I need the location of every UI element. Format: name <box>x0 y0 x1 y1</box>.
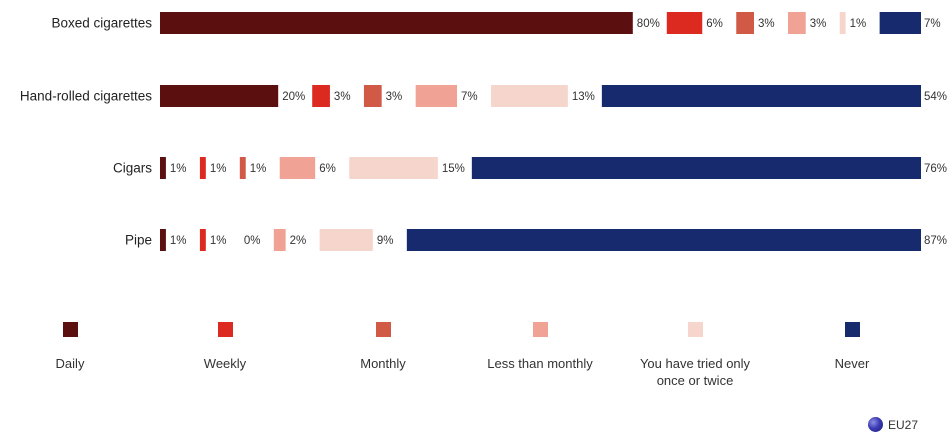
bar-segment <box>319 229 373 251</box>
bar-segment <box>160 12 633 34</box>
value-label: 1% <box>170 163 187 175</box>
legend-item: Never <box>777 322 927 372</box>
bar-segment <box>406 229 922 251</box>
bar-segment <box>879 12 921 34</box>
globe-icon <box>867 417 883 432</box>
category-label: Hand-rolled cigarettes <box>20 89 152 104</box>
bar-segment <box>160 157 166 179</box>
value-label: 7% <box>924 18 941 30</box>
legend-item: You have tried only once or twice <box>620 322 770 389</box>
value-label: 87% <box>924 235 947 247</box>
legend-label: Weekly <box>203 356 247 371</box>
category-label: Pipe <box>125 233 152 248</box>
value-label: 3% <box>386 91 403 103</box>
legend-item: Weekly <box>150 322 300 372</box>
category-label: Cigars <box>113 161 152 176</box>
bar-segment <box>160 229 166 251</box>
value-label: 6% <box>319 163 336 175</box>
value-label: 76% <box>924 163 947 175</box>
bar-segment <box>363 85 382 107</box>
legend-swatch <box>375 322 391 337</box>
region-label: EU27 <box>887 417 918 432</box>
value-label: 9% <box>377 235 394 247</box>
stacked-bar-chart: Boxed cigarettes 80% 6% 3% 3% 1% 7% Hand-rolled… <box>20 12 947 251</box>
legend-label: Daily <box>55 356 85 371</box>
legend-label: Never <box>834 356 870 371</box>
value-label: 3% <box>758 18 775 30</box>
footer-region: EU27 <box>867 417 918 432</box>
value-label: 80% <box>637 18 660 30</box>
legend-label: Less than monthly <box>487 356 593 371</box>
value-label: 1% <box>210 163 227 175</box>
legend-swatch <box>532 322 548 337</box>
bar-segment <box>239 157 246 179</box>
legend-swatch <box>687 322 703 337</box>
bar-segment <box>415 85 458 107</box>
value-label: 6% <box>706 18 723 30</box>
bar-segment <box>839 12 846 34</box>
bar-segment <box>273 229 286 251</box>
value-label: 2% <box>290 235 307 247</box>
value-label: 0% <box>244 235 261 247</box>
bar-segment <box>279 157 316 179</box>
value-label: 15% <box>442 163 465 175</box>
value-label: 7% <box>461 91 478 103</box>
bar-segment <box>199 157 206 179</box>
legend-item: Less than monthly <box>465 322 615 372</box>
legend-item: Daily <box>0 322 145 372</box>
bar-segment <box>736 12 754 34</box>
category-label: Boxed cigarettes <box>51 16 152 31</box>
bar-segment <box>491 85 568 107</box>
bar-segment <box>666 12 703 34</box>
legend-swatch <box>217 322 233 337</box>
value-label: 3% <box>810 18 827 30</box>
bar-segment <box>349 157 438 179</box>
legend-label: You have tried only once or twice <box>639 356 751 388</box>
value-label: 20% <box>282 91 305 103</box>
value-label: 1% <box>210 235 227 247</box>
legend-swatch <box>62 322 78 337</box>
legend-swatch <box>844 322 860 337</box>
bar-segment <box>471 157 921 179</box>
value-label: 3% <box>334 91 351 103</box>
value-label: 54% <box>924 91 947 103</box>
bar-segment <box>160 85 279 107</box>
value-label: 1% <box>850 18 867 30</box>
value-label: 1% <box>170 235 187 247</box>
bar-segment <box>787 12 806 34</box>
bar-segment <box>312 85 330 107</box>
bar-segment <box>199 229 206 251</box>
value-label: 13% <box>572 91 595 103</box>
legend-item: Monthly <box>308 322 458 372</box>
legend-label: Monthly <box>360 356 406 371</box>
value-label: 1% <box>250 163 267 175</box>
bar-segment <box>601 85 921 107</box>
